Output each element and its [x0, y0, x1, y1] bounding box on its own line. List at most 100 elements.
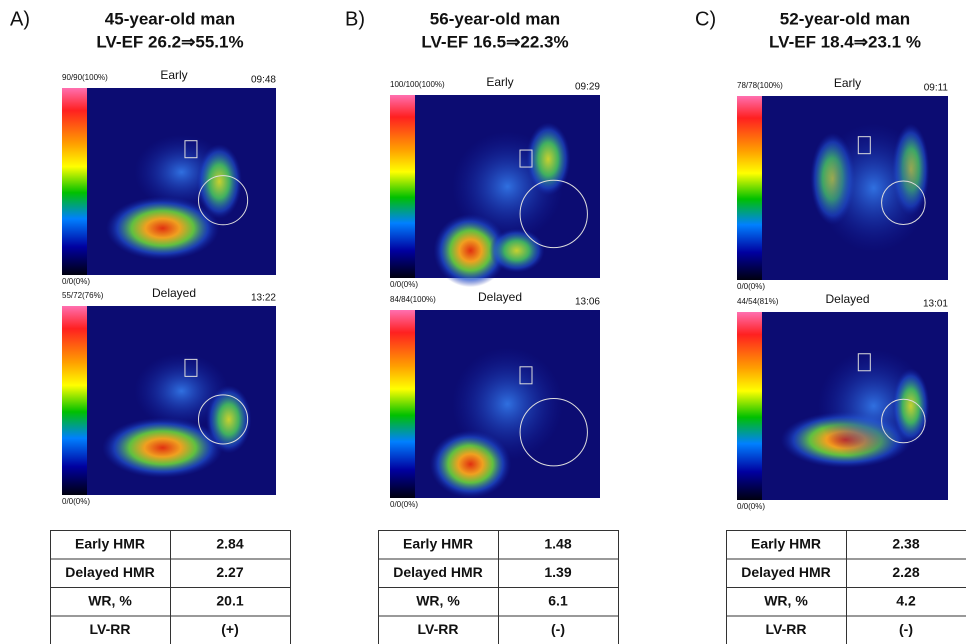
count-label: 90/90(100%): [62, 73, 108, 82]
panel-label: A): [10, 8, 30, 30]
mediastinum-roi: [519, 366, 533, 385]
phase-label: Early: [160, 68, 187, 82]
time-label: 13:06: [575, 297, 600, 308]
heart-roi: [881, 180, 926, 225]
uptake: [489, 228, 545, 273]
floor-label: 0/0(0%): [737, 282, 765, 291]
cell-text: WR, %: [416, 593, 460, 609]
mediastinum-roi: [857, 136, 871, 155]
cell-text: Early HMR: [403, 536, 473, 552]
table-cell: [170, 615, 291, 644]
color-scale: [62, 88, 87, 275]
cell-text: LV-RR: [418, 621, 459, 637]
table-cell: [846, 558, 966, 588]
cell-text: Early HMR: [75, 536, 145, 552]
phase-label: Early: [486, 75, 513, 89]
time-label: 13:01: [923, 299, 948, 310]
heart-roi: [519, 398, 588, 467]
cell-text: LV-RR: [766, 621, 807, 637]
heart-roi: [198, 175, 249, 226]
mediastinum-roi: [857, 353, 871, 372]
floor-label: 0/0(0%): [62, 277, 90, 286]
cell-text: WR, %: [88, 593, 132, 609]
cell-text: 2.38: [892, 536, 919, 552]
mediastinum-roi: [184, 358, 198, 377]
cell-text: Delayed HMR: [741, 564, 830, 580]
cell-text: 4.2: [896, 593, 916, 609]
uptake: [102, 417, 224, 478]
count-label: 78/78(100%): [737, 81, 783, 90]
color-scale: [62, 306, 87, 495]
uptake: [134, 353, 229, 429]
floor-label: 0/0(0%): [390, 500, 418, 509]
floor-label: 0/0(0%): [737, 502, 765, 511]
count-label: 100/100(100%): [390, 80, 445, 89]
cell-text: 2.84: [216, 536, 243, 552]
table-cell: [498, 558, 619, 588]
color-scale: [737, 96, 762, 280]
panel-title: LV-EF 18.4⇒23.1 %: [769, 32, 921, 51]
uptake: [105, 196, 220, 261]
uptake: [892, 368, 930, 444]
panel-title: LV-EF 26.2⇒55.1%: [96, 32, 243, 51]
panel-title: 45-year-old man: [105, 9, 235, 28]
table-cell: [378, 587, 499, 617]
cell-text: (-): [551, 621, 565, 637]
table-cell: [726, 615, 847, 644]
table-cell: [726, 530, 847, 560]
count-label: 84/84(100%): [390, 295, 436, 304]
phase-label: Delayed: [152, 286, 196, 300]
time-label: 09:48: [251, 75, 276, 86]
table-cell: [846, 615, 966, 644]
panel-label: C): [695, 8, 716, 30]
floor-label: 0/0(0%): [390, 280, 418, 289]
uptake: [452, 347, 563, 461]
table-cell: [726, 558, 847, 588]
uptake: [206, 385, 252, 454]
floor-label: 0/0(0%): [62, 497, 90, 506]
phase-label: Delayed: [478, 290, 522, 304]
phase-label: Delayed: [825, 292, 869, 306]
uptake: [196, 144, 242, 219]
phase-label: Early: [834, 76, 861, 90]
table-cell: [170, 587, 291, 617]
panel-label: B): [345, 8, 365, 30]
count-label: 55/72(76%): [62, 291, 104, 300]
uptake: [817, 123, 930, 253]
cell-text: 2.27: [216, 564, 243, 580]
table-cell: [170, 558, 291, 588]
mediastinum-roi: [184, 140, 198, 159]
panel-title: 52-year-old man: [780, 9, 910, 28]
time-label: 09:29: [575, 82, 600, 93]
color-scale: [390, 95, 415, 278]
table-cell: [170, 530, 291, 560]
table-cell: [378, 558, 499, 588]
cell-text: (-): [899, 621, 913, 637]
heart-roi: [519, 179, 588, 249]
table-cell: [498, 587, 619, 617]
panel-title: LV-EF 16.5⇒22.3%: [421, 32, 568, 51]
cell-text: (+): [221, 621, 239, 637]
cell-text: LV-RR: [90, 621, 131, 637]
cell-text: 6.1: [548, 593, 568, 609]
panel-title: 56-year-old man: [430, 9, 560, 28]
heart-roi: [881, 398, 926, 444]
table-cell: [378, 615, 499, 644]
uptake: [526, 122, 571, 196]
table-cell: [498, 615, 619, 644]
count-label: 44/54(81%): [737, 297, 779, 306]
cell-text: 2.28: [892, 564, 919, 580]
cell-text: 1.39: [544, 564, 571, 580]
color-scale: [737, 312, 762, 500]
cell-text: Delayed HMR: [65, 564, 154, 580]
cell-text: 1.48: [544, 536, 571, 552]
cell-text: WR, %: [764, 593, 808, 609]
time-label: 13:22: [251, 293, 276, 304]
cell-text: 20.1: [216, 593, 243, 609]
mediastinum-roi: [519, 149, 533, 168]
time-label: 09:11: [924, 83, 949, 94]
cell-text: Delayed HMR: [393, 564, 482, 580]
cell-text: Early HMR: [751, 536, 821, 552]
heart-roi: [198, 394, 249, 445]
